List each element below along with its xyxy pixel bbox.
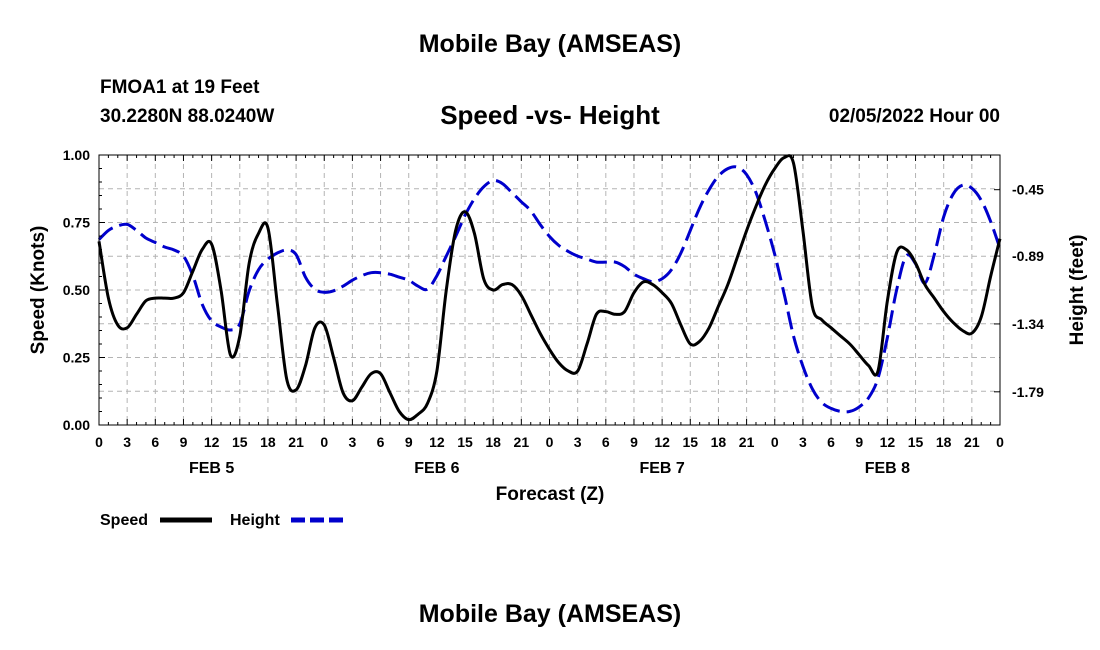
day-label: FEB 6	[414, 460, 459, 477]
station-label: FMOA1 at 19 Feet	[100, 77, 260, 98]
axis-tick-labels: 0 3 6 9 12 15 18 21 0 3 6 9 12 15 18 21 0 3 6 9 12 15 18 21 0 3 6 9…	[63, 147, 1044, 477]
x-tick-label: 9	[855, 434, 863, 450]
x-tick-label: 12	[204, 434, 220, 450]
y-tick-label: 0.25	[63, 350, 90, 366]
x-tick-label: 21	[288, 434, 304, 450]
legend-label-speed: Speed	[100, 512, 148, 529]
x-tick-label: 6	[602, 434, 610, 450]
x-tick-label: 3	[349, 434, 357, 450]
x-tick-label: 18	[711, 434, 727, 450]
y-tick-label: 0.50	[63, 282, 90, 298]
y2-tick-label: -1.79	[1012, 384, 1044, 400]
x-tick-label: 18	[260, 434, 276, 450]
legend-label-height: Height	[230, 512, 280, 529]
x-tick-label: 12	[429, 434, 445, 450]
x-tick-label: 3	[574, 434, 582, 450]
x-tick-label: 18	[936, 434, 952, 450]
y-tick-label: 1.00	[63, 147, 90, 163]
x-tick-label: 3	[799, 434, 807, 450]
day-label: FEB 7	[639, 460, 684, 477]
x-tick-label: 15	[682, 434, 698, 450]
x-tick-label: 0	[996, 434, 1004, 450]
x-tick-label: 15	[232, 434, 248, 450]
x-tick-label: 21	[964, 434, 980, 450]
series-line-height	[97, 165, 1002, 414]
x-tick-label: 15	[457, 434, 473, 450]
grid-lines	[99, 155, 1000, 425]
chart-title: Speed -vs- Height	[440, 100, 660, 130]
x-tick-label: 9	[405, 434, 413, 450]
page-title: Mobile Bay (AMSEAS)	[418, 30, 682, 58]
legend: Speed Height	[100, 512, 343, 529]
x-tick-label: 9	[630, 434, 638, 450]
x-tick-label: 6	[151, 434, 159, 450]
speed-height-chart: 0 3 6 9 12 15 18 21 0 3 6 9 12 15 18 21 0 3 6 9 12 15 18 21 0 3 6 9…	[28, 147, 1088, 529]
day-label: FEB 8	[865, 460, 910, 477]
coordinates-label: 30.2280N 88.0240W	[100, 106, 275, 127]
day-label: FEB 5	[189, 460, 234, 477]
x-tick-label: 21	[739, 434, 755, 450]
x-tick-label: 12	[880, 434, 896, 450]
footer-title: Mobile Bay (AMSEAS)	[418, 600, 682, 628]
series-line-speed	[97, 154, 1002, 422]
x-tick-label: 0	[546, 434, 554, 450]
x-tick-label: 6	[377, 434, 385, 450]
x-tick-label: 0	[320, 434, 328, 450]
x-tick-label: 15	[908, 434, 924, 450]
y-tick-label: 0.75	[63, 215, 90, 231]
x-tick-label: 21	[514, 434, 530, 450]
x-tick-label: 3	[123, 434, 131, 450]
y2-axis-label: Height (feet)	[1067, 235, 1088, 346]
forecast-date: 02/05/2022 Hour 00	[828, 106, 1000, 127]
y2-tick-label: -1.34	[1012, 316, 1044, 332]
y2-tick-label: -0.89	[1012, 248, 1044, 264]
x-tick-label: 6	[827, 434, 835, 450]
x-tick-label: 18	[485, 434, 501, 450]
axis-ticks	[98, 154, 1001, 426]
x-tick-label: 9	[180, 434, 188, 450]
y-tick-label: 0.00	[63, 417, 90, 433]
x-tick-label: 0	[771, 434, 779, 450]
y-axis-label: Speed (Knots)	[28, 226, 49, 355]
x-tick-label: 12	[654, 434, 670, 450]
y2-tick-label: -0.45	[1012, 182, 1044, 198]
x-axis-label: Forecast (Z)	[496, 484, 605, 505]
x-tick-label: 0	[95, 434, 103, 450]
series-layer	[97, 154, 1002, 422]
